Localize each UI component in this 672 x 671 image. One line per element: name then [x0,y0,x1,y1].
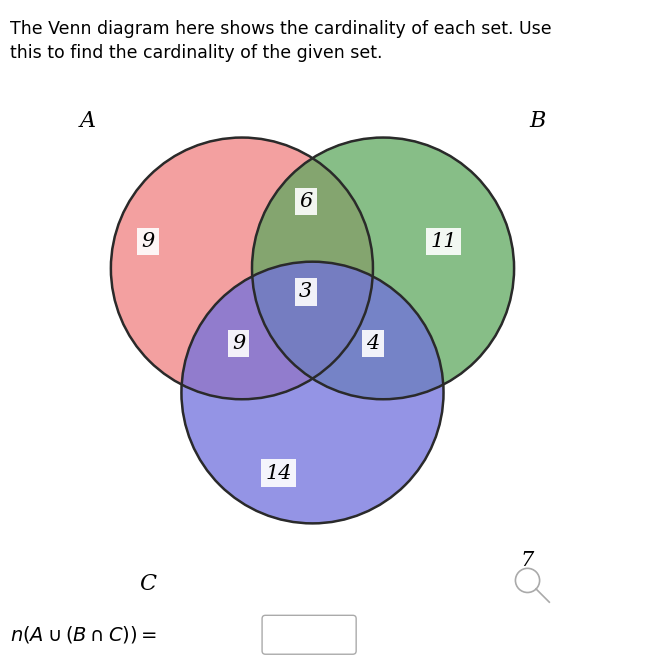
Text: A: A [79,110,95,132]
Text: 4: 4 [366,334,380,353]
FancyBboxPatch shape [262,615,356,654]
Text: 11: 11 [430,232,457,251]
Text: C: C [139,573,157,595]
Text: 7: 7 [521,551,534,570]
Circle shape [111,138,373,399]
Text: $n(A \cup (B \cap C)) =$: $n(A \cup (B \cap C)) =$ [10,623,157,645]
Text: B: B [530,110,546,132]
Circle shape [252,138,514,399]
Text: 6: 6 [299,192,312,211]
Text: 3: 3 [299,282,312,301]
Text: 9: 9 [232,334,245,353]
Text: The Venn diagram here shows the cardinality of each set. Use
this to find the ca: The Venn diagram here shows the cardinal… [10,20,552,62]
Text: 14: 14 [265,464,292,482]
Circle shape [181,262,444,523]
Text: 9: 9 [141,232,155,251]
